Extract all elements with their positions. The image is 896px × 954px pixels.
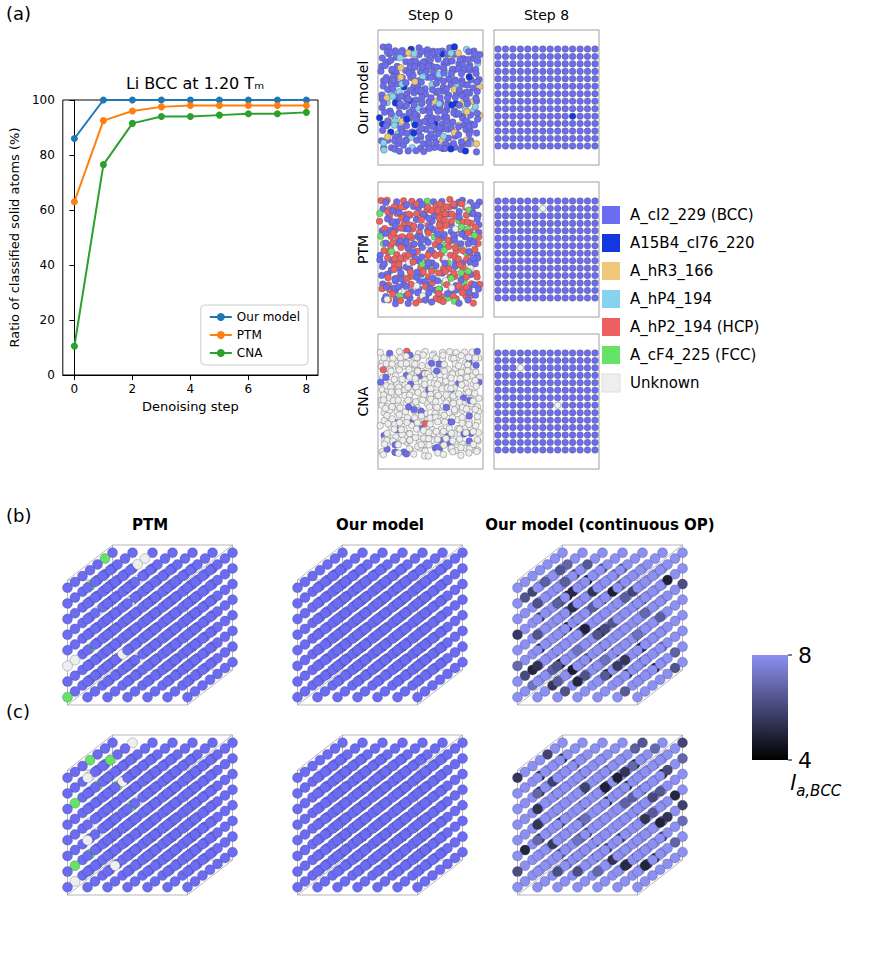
svg-text:4: 4 (187, 382, 195, 396)
svg-text:CNA: CNA (355, 386, 371, 416)
svg-text:A_hP4_194: A_hP4_194 (630, 290, 712, 309)
svg-text:CNA: CNA (237, 346, 263, 360)
svg-text:Step 0: Step 0 (408, 7, 453, 23)
svg-text:A_cI2_229 (BCC): A_cI2_229 (BCC) (630, 206, 754, 225)
svg-text:A15B4_cI76_220: A15B4_cI76_220 (630, 234, 755, 253)
svg-text:Ratio of classified solid atom: Ratio of classified solid atoms (%) (7, 127, 22, 347)
svg-text:(b): (b) (6, 505, 31, 526)
svg-text:Unknown: Unknown (630, 374, 700, 392)
svg-text:A_cF4_225 (FCC): A_cF4_225 (FCC) (630, 346, 756, 365)
svg-text:2: 2 (129, 382, 137, 396)
svg-text:4: 4 (798, 748, 812, 773)
svg-text:20: 20 (40, 313, 55, 327)
svg-text:Li BCC at 1.20 Tₘ: Li BCC at 1.20 Tₘ (126, 74, 264, 93)
svg-text:Denoising step: Denoising step (142, 399, 239, 414)
svg-text:Step 8: Step 8 (524, 7, 569, 23)
svg-text:40: 40 (40, 258, 55, 272)
svg-text:PTM: PTM (237, 328, 262, 342)
svg-text:8: 8 (798, 643, 812, 668)
svg-text:la,BCC: la,BCC (790, 770, 842, 800)
svg-text:A_hP2_194 (HCP): A_hP2_194 (HCP) (630, 318, 759, 337)
svg-text:8: 8 (303, 382, 311, 396)
svg-text:Our model: Our model (355, 61, 371, 135)
svg-text:A_hR3_166: A_hR3_166 (630, 262, 713, 281)
svg-text:Our model: Our model (336, 516, 424, 534)
svg-text:Our model (continuous OP): Our model (continuous OP) (485, 516, 714, 534)
svg-text:(a): (a) (6, 3, 31, 24)
svg-text:60: 60 (40, 203, 55, 217)
svg-text:(c): (c) (6, 701, 30, 722)
svg-text:0: 0 (71, 382, 79, 396)
svg-text:Our model: Our model (237, 310, 300, 324)
svg-text:100: 100 (32, 93, 55, 107)
svg-text:6: 6 (245, 382, 253, 396)
svg-text:0: 0 (47, 368, 55, 382)
svg-text:PTM: PTM (132, 516, 168, 534)
svg-text:PTM: PTM (355, 235, 371, 264)
svg-text:80: 80 (40, 148, 55, 162)
